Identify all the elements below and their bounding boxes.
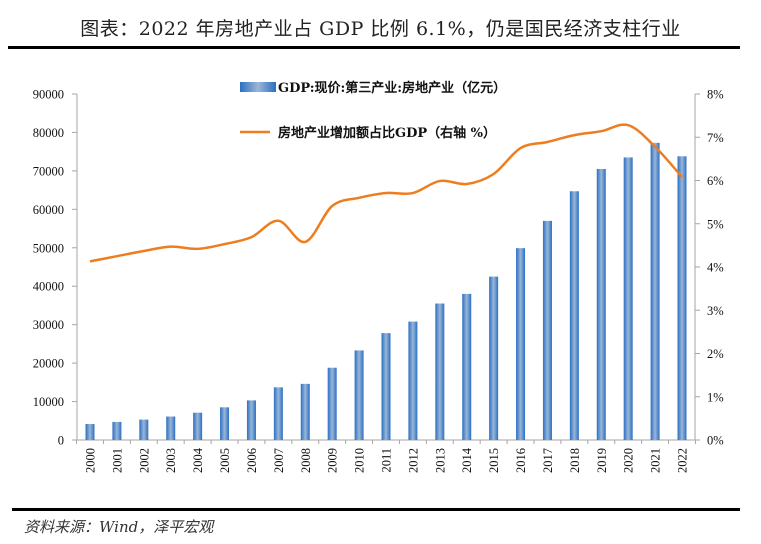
bar-2021	[650, 142, 660, 440]
share-line	[89, 123, 683, 263]
legend-line-label: 房地产业增加额占比GDP（右轴 %）	[278, 125, 496, 141]
bar-2005	[220, 407, 230, 440]
x-tick-label: 2005	[218, 448, 232, 473]
bar-2016	[516, 248, 526, 440]
x-tick-label: 2000	[84, 448, 98, 473]
x-tick-label: 2007	[272, 448, 286, 473]
x-tick-label: 2010	[353, 448, 367, 473]
left-tick-label: 40000	[33, 280, 64, 294]
bar-2008	[300, 383, 310, 440]
right-tick-label: 2%	[707, 347, 724, 361]
x-tick-label: 2011	[380, 448, 394, 473]
bar-2010	[354, 350, 364, 440]
bar-2007	[273, 387, 283, 440]
bar-2014	[462, 293, 472, 440]
bar-2012	[408, 321, 418, 440]
x-tick-label: 2019	[595, 448, 609, 473]
bar-2018	[569, 191, 579, 440]
right-tick-label: 0%	[707, 434, 724, 448]
bar-2022	[677, 156, 687, 440]
left-tick-label: 30000	[33, 318, 64, 332]
x-tick-label: 2014	[460, 447, 474, 473]
x-tick-label: 2013	[433, 448, 447, 473]
bar-2011	[381, 333, 391, 440]
line-series	[89, 123, 683, 263]
x-tick-label: 2022	[676, 448, 690, 473]
right-tick-label: 6%	[707, 174, 724, 188]
left-tick-label: 20000	[33, 357, 64, 371]
x-tick-label: 2021	[649, 448, 663, 473]
source-note: 资料来源：Wind，泽平宏观	[24, 518, 214, 536]
x-tick-label: 2018	[568, 448, 582, 473]
legend-bar-swatch	[240, 82, 276, 92]
right-tick-label: 5%	[707, 217, 724, 231]
right-tick-label: 4%	[707, 261, 724, 275]
right-tick-label: 3%	[707, 304, 724, 318]
bar-2017	[542, 220, 552, 440]
bar-series	[85, 142, 687, 440]
left-tick-label: 0	[58, 434, 64, 448]
right-tick-label: 1%	[707, 390, 724, 404]
x-tick-label: 2012	[406, 448, 420, 473]
x-tick-label: 2017	[541, 448, 555, 473]
x-tick-label: 2008	[299, 448, 313, 473]
bar-2003	[166, 416, 176, 440]
bar-2004	[193, 412, 203, 440]
x-tick-label: 2020	[622, 448, 636, 473]
chart-title: 图表：2022 年房地产业占 GDP 比例 6.1%，仍是国民经济支柱行业	[80, 18, 681, 40]
x-tick-label: 2001	[110, 448, 124, 473]
left-tick-label: 10000	[33, 395, 64, 409]
bar-2019	[596, 168, 606, 440]
right-tick-label: 7%	[707, 131, 724, 145]
left-tick-label: 60000	[33, 203, 64, 217]
left-tick-label: 70000	[33, 164, 64, 178]
right-tick-label: 8%	[707, 88, 724, 102]
bar-2002	[139, 419, 149, 440]
x-tick-label: 2003	[164, 448, 178, 473]
x-tick-label: 2015	[487, 448, 501, 473]
title-rule	[8, 46, 740, 49]
legend: GDP:现价:第三产业:房地产业（亿元） 房地产业增加额占比GDP（右轴 %）	[240, 80, 506, 141]
bar-2020	[623, 157, 633, 440]
bar-2006	[246, 400, 256, 440]
axes: 0 10000 20000 30000 40000 50000 60000 70000 8000…	[33, 88, 724, 474]
bar-2000	[85, 424, 95, 440]
left-tick-label: 50000	[33, 241, 64, 255]
footer-rule	[12, 508, 740, 511]
x-tick-label: 2006	[245, 448, 259, 473]
x-tick-label: 2002	[137, 448, 151, 473]
x-tick-label: 2016	[514, 448, 528, 473]
left-tick-label: 80000	[33, 126, 64, 140]
bar-2001	[112, 421, 122, 440]
legend-bar-label: GDP:现价:第三产业:房地产业（亿元）	[278, 80, 506, 96]
bar-2015	[489, 276, 499, 440]
bar-2013	[435, 303, 445, 440]
x-tick-label: 2004	[191, 447, 205, 473]
bar-2009	[327, 367, 337, 440]
x-tick-label: 2009	[326, 448, 340, 473]
left-tick-label: 90000	[33, 88, 64, 102]
